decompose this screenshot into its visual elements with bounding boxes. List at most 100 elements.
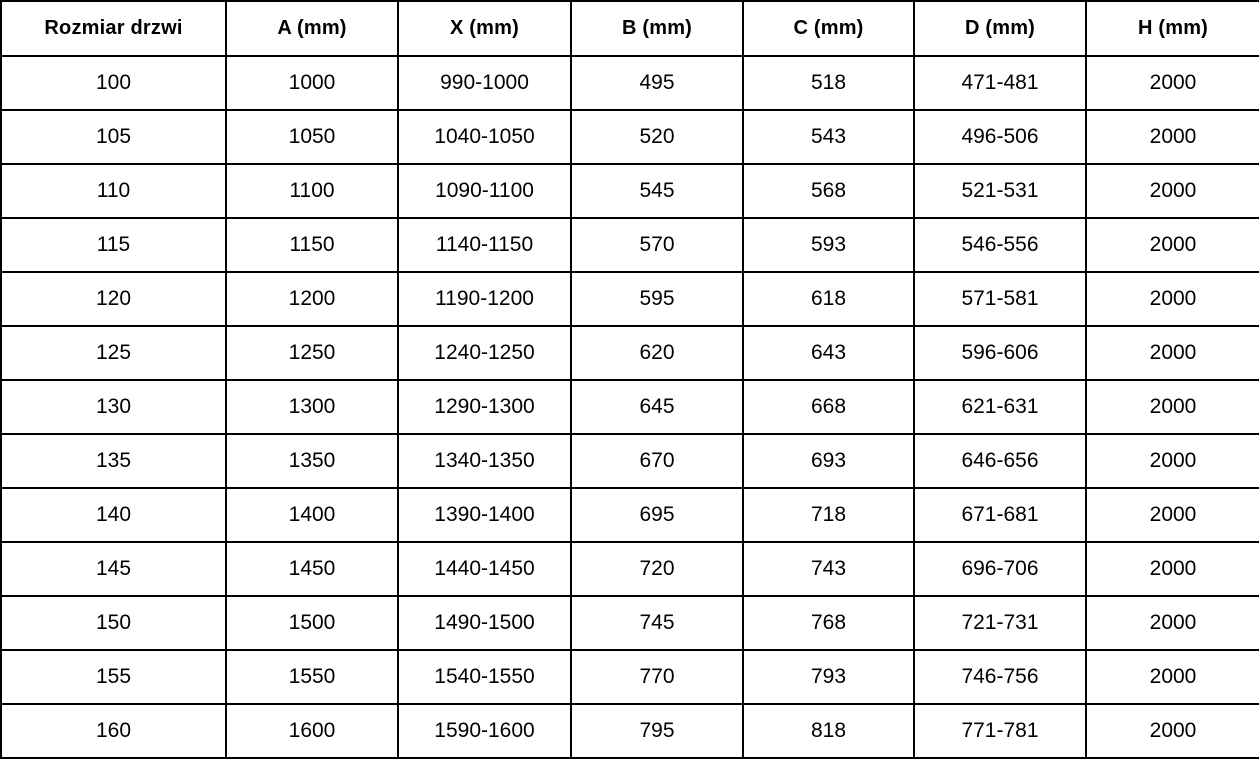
cell-door-size: 100 (0, 55, 227, 111)
cell-value: 2000 (1085, 541, 1259, 597)
cell-value: 2000 (1085, 163, 1259, 219)
cell-value: 695 (570, 487, 744, 543)
table-row: 155 1550 1540-1550 770 793 746-756 2000 (0, 649, 1259, 705)
cell-value: 693 (742, 433, 915, 489)
cell-value: 545 (570, 163, 744, 219)
column-header-3: B (mm) (570, 0, 744, 57)
cell-value: 620 (570, 325, 744, 381)
cell-value: 1200 (225, 271, 399, 327)
cell-value: 1550 (225, 649, 399, 705)
cell-value: 1150 (225, 217, 399, 273)
column-header-4: C (mm) (742, 0, 915, 57)
table-row: 125 1250 1240-1250 620 643 596-606 2000 (0, 325, 1259, 381)
cell-value: 2000 (1085, 433, 1259, 489)
cell-value: 570 (570, 217, 744, 273)
cell-value: 696-706 (913, 541, 1087, 597)
cell-value: 1140-1150 (397, 217, 572, 273)
cell-value: 2000 (1085, 379, 1259, 435)
table-row: 105 1050 1040-1050 520 543 496-506 2000 (0, 109, 1259, 165)
table-header: Rozmiar drzwi A (mm) X (mm) B (mm) C (mm) D (… (0, 0, 1259, 57)
cell-value: 818 (742, 703, 915, 759)
cell-door-size: 155 (0, 649, 227, 705)
cell-door-size: 120 (0, 271, 227, 327)
table-row: 160 1600 1590-1600 795 818 771-781 2000 (0, 703, 1259, 759)
cell-value: 1600 (225, 703, 399, 759)
cell-value: 670 (570, 433, 744, 489)
cell-value: 1000 (225, 55, 399, 111)
cell-value: 520 (570, 109, 744, 165)
cell-value: 1590-1600 (397, 703, 572, 759)
header-row: Rozmiar drzwi A (mm) X (mm) B (mm) C (mm) D (… (0, 0, 1259, 57)
cell-value: 2000 (1085, 595, 1259, 651)
cell-value: 746-756 (913, 649, 1087, 705)
table-row: 120 1200 1190-1200 595 618 571-581 2000 (0, 271, 1259, 327)
cell-value: 2000 (1085, 271, 1259, 327)
cell-door-size: 160 (0, 703, 227, 759)
cell-value: 521-531 (913, 163, 1087, 219)
cell-value: 618 (742, 271, 915, 327)
cell-door-size: 150 (0, 595, 227, 651)
cell-value: 1400 (225, 487, 399, 543)
cell-value: 1440-1450 (397, 541, 572, 597)
cell-value: 2000 (1085, 487, 1259, 543)
column-header-1: A (mm) (225, 0, 399, 57)
table-body: 100 1000 990-1000 495 518 471-481 2000 105 1050 1… (0, 55, 1259, 759)
cell-value: 1500 (225, 595, 399, 651)
cell-value: 1540-1550 (397, 649, 572, 705)
cell-value: 1040-1050 (397, 109, 572, 165)
cell-value: 1090-1100 (397, 163, 572, 219)
cell-value: 1300 (225, 379, 399, 435)
cell-door-size: 110 (0, 163, 227, 219)
cell-value: 770 (570, 649, 744, 705)
cell-value: 768 (742, 595, 915, 651)
cell-value: 2000 (1085, 109, 1259, 165)
table-row: 145 1450 1440-1450 720 743 696-706 2000 (0, 541, 1259, 597)
column-header-2: X (mm) (397, 0, 572, 57)
cell-door-size: 140 (0, 487, 227, 543)
cell-value: 1490-1500 (397, 595, 572, 651)
cell-value: 2000 (1085, 649, 1259, 705)
cell-value: 643 (742, 325, 915, 381)
cell-value: 1450 (225, 541, 399, 597)
column-header-6: H (mm) (1085, 0, 1259, 57)
cell-value: 571-581 (913, 271, 1087, 327)
cell-value: 2000 (1085, 703, 1259, 759)
cell-value: 596-606 (913, 325, 1087, 381)
cell-value: 1050 (225, 109, 399, 165)
cell-value: 646-656 (913, 433, 1087, 489)
cell-door-size: 105 (0, 109, 227, 165)
cell-value: 745 (570, 595, 744, 651)
cell-value: 568 (742, 163, 915, 219)
cell-value: 495 (570, 55, 744, 111)
cell-value: 721-731 (913, 595, 1087, 651)
cell-value: 2000 (1085, 325, 1259, 381)
cell-value: 668 (742, 379, 915, 435)
table-row: 110 1100 1090-1100 545 568 521-531 2000 (0, 163, 1259, 219)
cell-value: 496-506 (913, 109, 1087, 165)
cell-door-size: 130 (0, 379, 227, 435)
cell-value: 1350 (225, 433, 399, 489)
cell-value: 518 (742, 55, 915, 111)
cell-door-size: 125 (0, 325, 227, 381)
cell-value: 645 (570, 379, 744, 435)
table-row: 130 1300 1290-1300 645 668 621-631 2000 (0, 379, 1259, 435)
table-row: 140 1400 1390-1400 695 718 671-681 2000 (0, 487, 1259, 543)
cell-value: 718 (742, 487, 915, 543)
cell-value: 595 (570, 271, 744, 327)
cell-value: 1100 (225, 163, 399, 219)
cell-value: 671-681 (913, 487, 1087, 543)
cell-value: 546-556 (913, 217, 1087, 273)
cell-value: 2000 (1085, 55, 1259, 111)
cell-value: 621-631 (913, 379, 1087, 435)
table-row: 115 1150 1140-1150 570 593 546-556 2000 (0, 217, 1259, 273)
cell-value: 1340-1350 (397, 433, 572, 489)
cell-value: 1250 (225, 325, 399, 381)
table-row: 150 1500 1490-1500 745 768 721-731 2000 (0, 595, 1259, 651)
cell-door-size: 115 (0, 217, 227, 273)
cell-value: 771-781 (913, 703, 1087, 759)
cell-door-size: 145 (0, 541, 227, 597)
cell-value: 1390-1400 (397, 487, 572, 543)
cell-value: 793 (742, 649, 915, 705)
cell-value: 471-481 (913, 55, 1087, 111)
